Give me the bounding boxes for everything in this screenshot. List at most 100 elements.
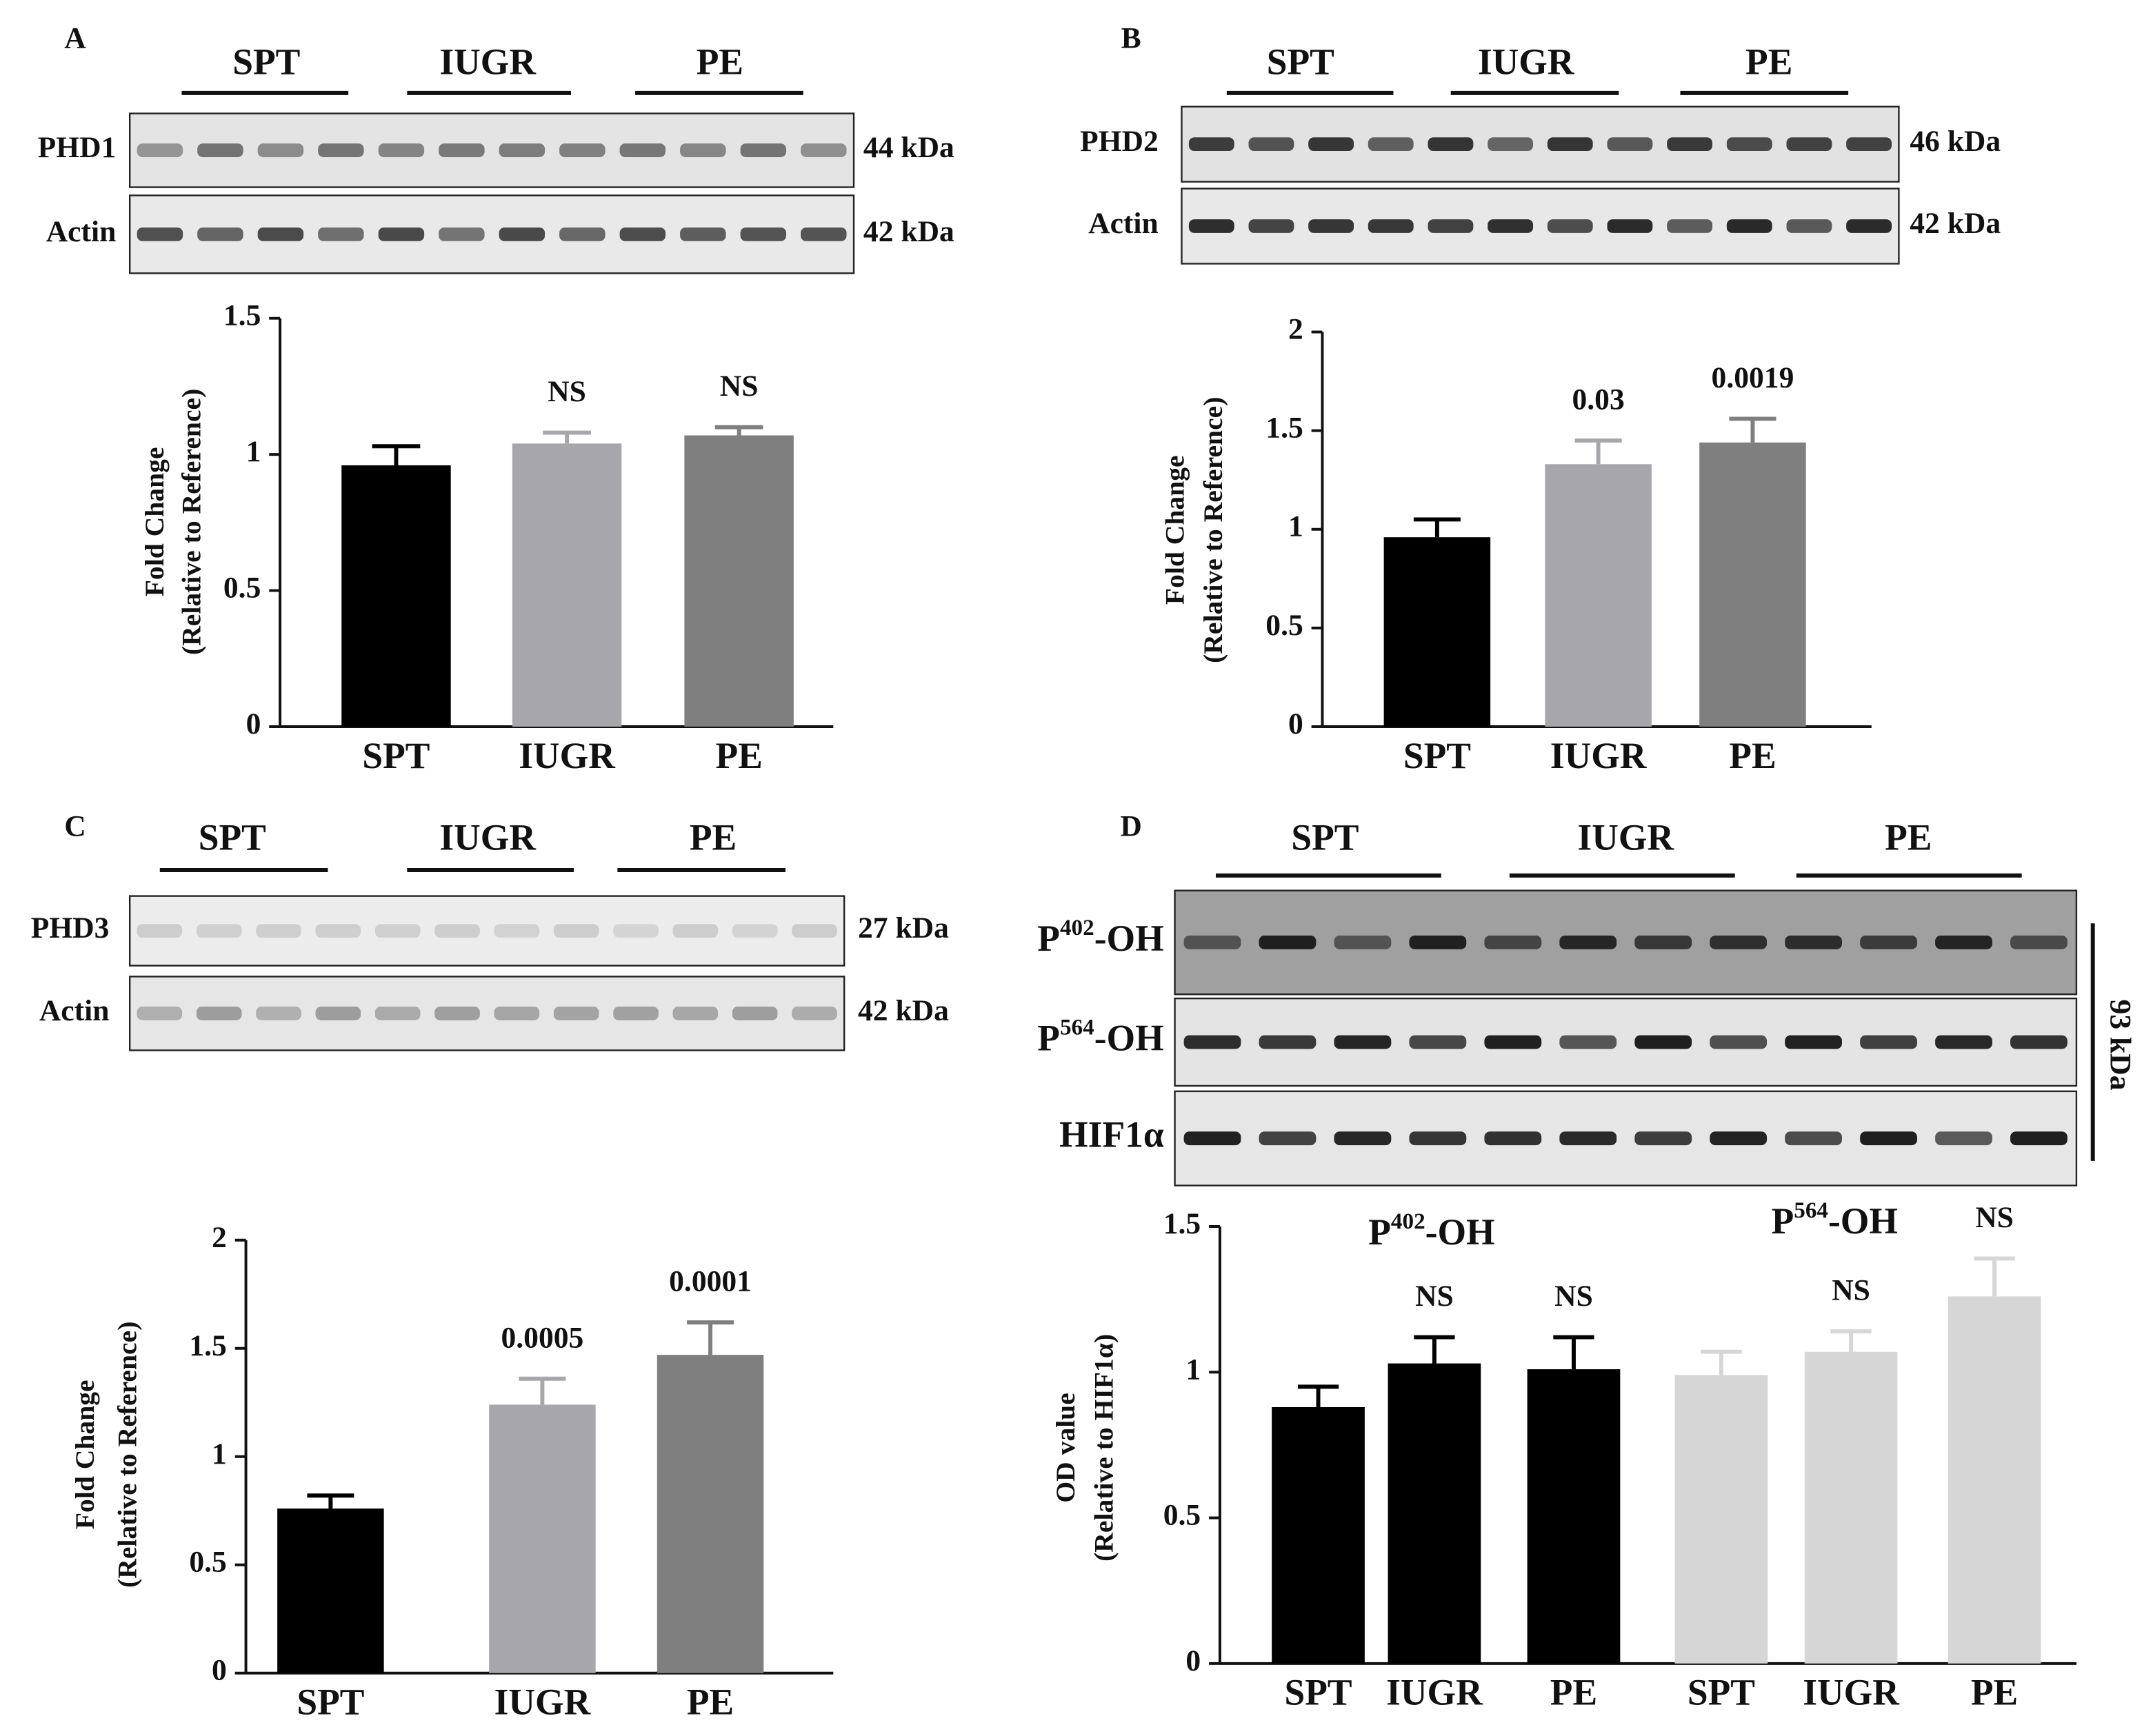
blot-band (1308, 219, 1354, 233)
blot-band (672, 924, 719, 938)
y-axis-label: OD value (1050, 1393, 1081, 1503)
x-tick-label: IUGR (1550, 735, 1648, 776)
x-tick-label: SPT (1688, 1672, 1755, 1713)
blot-band (1786, 219, 1832, 233)
significance-label: NS (548, 375, 586, 408)
bar-group-label-part: 402 (1391, 1209, 1425, 1234)
blot-band (1726, 137, 1772, 152)
significance-label: NS (1554, 1280, 1593, 1313)
blot-band (1935, 1035, 1992, 1049)
blot-band (1710, 936, 1768, 949)
x-tick-label: PE (715, 735, 762, 776)
y-tick-label: 0.5 (189, 1546, 226, 1579)
y-tick-label: 0.5 (1265, 609, 1303, 642)
blot-row (1174, 1090, 2078, 1187)
bar (1948, 1296, 2041, 1664)
blot-band (378, 227, 425, 241)
blot-band (1710, 1035, 1768, 1049)
x-tick-label: SPT (297, 1682, 364, 1723)
blot-band (1484, 936, 1542, 949)
bar (489, 1404, 596, 1673)
blot-band (1334, 1131, 1392, 1146)
group-label: SPT (1291, 817, 1359, 858)
blot-band (1409, 936, 1467, 949)
significance-label: NS (1832, 1274, 1870, 1307)
blot-band (740, 227, 787, 241)
bar-group-label-part: P (1368, 1211, 1391, 1253)
blot-row (1174, 889, 2078, 996)
blot-band (1334, 936, 1392, 949)
blot-band (672, 1007, 719, 1020)
blot-band (137, 924, 183, 938)
significance-label: NS (720, 370, 759, 403)
blot-band (1785, 936, 1843, 949)
blot-row-label: HIF1α (1059, 1113, 1164, 1155)
blot-band (1428, 137, 1474, 152)
y-tick-label: 1 (1185, 1353, 1201, 1386)
x-tick-label: SPT (1285, 1672, 1352, 1713)
blot-band (1786, 137, 1832, 152)
bar (341, 465, 451, 727)
blot-band (1846, 219, 1892, 233)
significance-label: NS (1975, 1201, 2014, 1234)
bar (1804, 1351, 1898, 1664)
blot-band (374, 1007, 421, 1020)
blot-band (613, 1007, 659, 1020)
y-tick-label: 0 (1288, 707, 1303, 740)
blot-band (732, 924, 778, 938)
blot-band (499, 143, 545, 157)
blot-band (1409, 1131, 1467, 1146)
bar (1527, 1369, 1621, 1664)
significance-label: 0.03 (1572, 383, 1624, 416)
blot-band (801, 143, 847, 157)
blot-band (1860, 936, 1917, 949)
y-tick-label: 1.5 (1163, 1207, 1201, 1240)
blot-band (559, 143, 605, 157)
group-label: SPT (199, 817, 266, 858)
blot-band (1259, 1035, 1317, 1049)
blot-band (257, 143, 304, 157)
blot-band (1334, 1035, 1392, 1049)
x-tick-label: PE (1550, 1672, 1597, 1713)
y-axis-label: Fold Change (139, 447, 170, 596)
blot-band (1183, 1035, 1241, 1049)
blot-band (1484, 1035, 1542, 1049)
panel-letter: B (1121, 22, 1141, 55)
blot-band (1860, 1035, 1917, 1049)
blot-band (318, 143, 364, 157)
y-axis-label: Fold Change (70, 1380, 100, 1529)
blot-band (137, 1007, 183, 1020)
y-tick-label: 0 (212, 1654, 227, 1687)
blot-band (1667, 219, 1713, 233)
y-axis-label: (Relative to Reference) (1198, 397, 1228, 663)
blot-band (434, 1007, 480, 1020)
blot-band (1547, 137, 1593, 152)
y-tick-label: 2 (212, 1221, 227, 1254)
blot-band (680, 227, 726, 241)
blot-band (1559, 1131, 1617, 1146)
blot-band (619, 143, 666, 157)
blot-band (801, 227, 847, 241)
bar (1388, 1363, 1481, 1664)
blot-band (1785, 1131, 1843, 1146)
blot-band (1409, 1035, 1467, 1049)
panel-letter: D (1120, 810, 1141, 843)
bar (512, 443, 622, 727)
group-label: PE (690, 817, 737, 858)
kda-label: 46 kDa (1910, 125, 2001, 158)
blot-band (137, 143, 183, 157)
blot-row-label-part: P (1037, 1018, 1060, 1059)
significance-label: 0.0019 (1712, 361, 1794, 394)
significance-label: 0.0001 (669, 1265, 752, 1298)
bar-group-label: P402-OH (1368, 1209, 1494, 1253)
blot-row-label: Actin (46, 215, 117, 248)
bar (277, 1508, 384, 1673)
blot-band (1188, 137, 1234, 152)
kda-label: 42 kDa (863, 215, 954, 248)
group-label: PE (1885, 817, 1932, 858)
group-label: SPT (232, 41, 300, 83)
bar-group-label-part: -OH (1425, 1211, 1495, 1253)
blot-band (1634, 1035, 1692, 1049)
bar-group-label-part: -OH (1828, 1200, 1898, 1242)
blot-row (1181, 188, 1900, 265)
